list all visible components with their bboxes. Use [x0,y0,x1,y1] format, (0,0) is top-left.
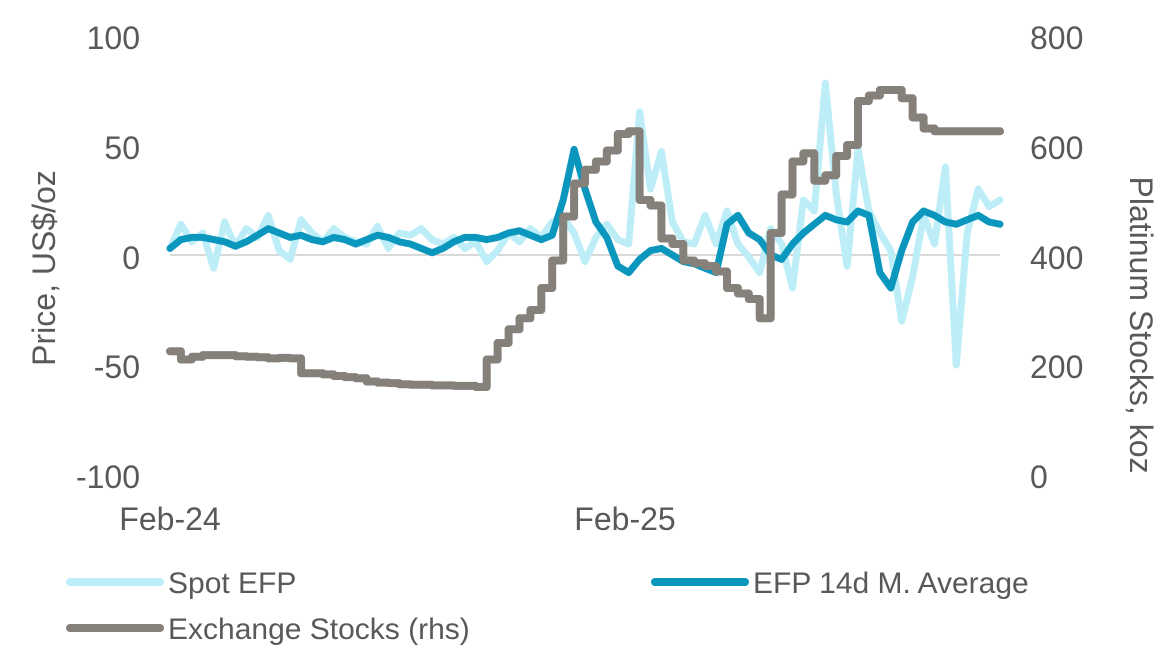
y2-tick-400: 400 [1030,240,1083,276]
y-tick-0: 0 [122,240,140,276]
y2-tick-800: 800 [1030,20,1083,56]
legend-label-spot-efp: Spot EFP [168,567,296,600]
legend-label-exchange-stocks: Exchange Stocks (rhs) [168,613,470,646]
y-axis-title: Price, US$/oz [26,170,62,366]
legend-label-efp-14d-average: EFP 14d M. Average [753,567,1029,600]
y-tick-100: 100 [87,20,140,56]
y-tick-minus-100: -100 [76,459,140,495]
y2-tick-0: 0 [1030,459,1048,495]
y2-tick-600: 600 [1030,130,1083,166]
legend: Spot EFP EFP 14d M. Average Exchange Sto… [66,567,1029,646]
x-tick-feb-25: Feb-25 [574,501,675,537]
y-tick-50: 50 [104,130,140,166]
x-tick-feb-24: Feb-24 [119,501,220,537]
y-tick-minus-50: -50 [94,349,140,385]
series-line-exchange-stocks [166,86,1004,391]
series-line-efp-14d-average [166,145,1004,292]
y2-axis-title: Platinum Stocks, koz [1123,177,1159,474]
y2-tick-200: 200 [1030,349,1083,385]
series-line-spot-efp [166,79,1004,369]
